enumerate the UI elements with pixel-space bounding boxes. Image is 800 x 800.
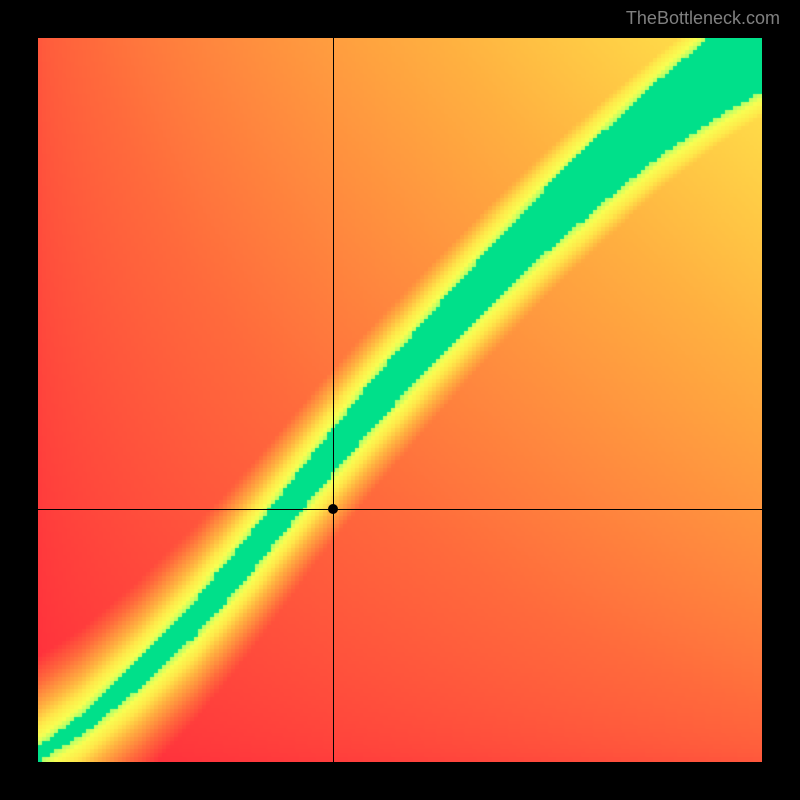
crosshair-vertical	[333, 38, 334, 762]
heatmap-canvas	[38, 38, 762, 762]
crosshair-horizontal	[38, 509, 762, 510]
marker-point	[328, 504, 338, 514]
heatmap-plot	[38, 38, 762, 762]
attribution-text: TheBottleneck.com	[626, 8, 780, 29]
